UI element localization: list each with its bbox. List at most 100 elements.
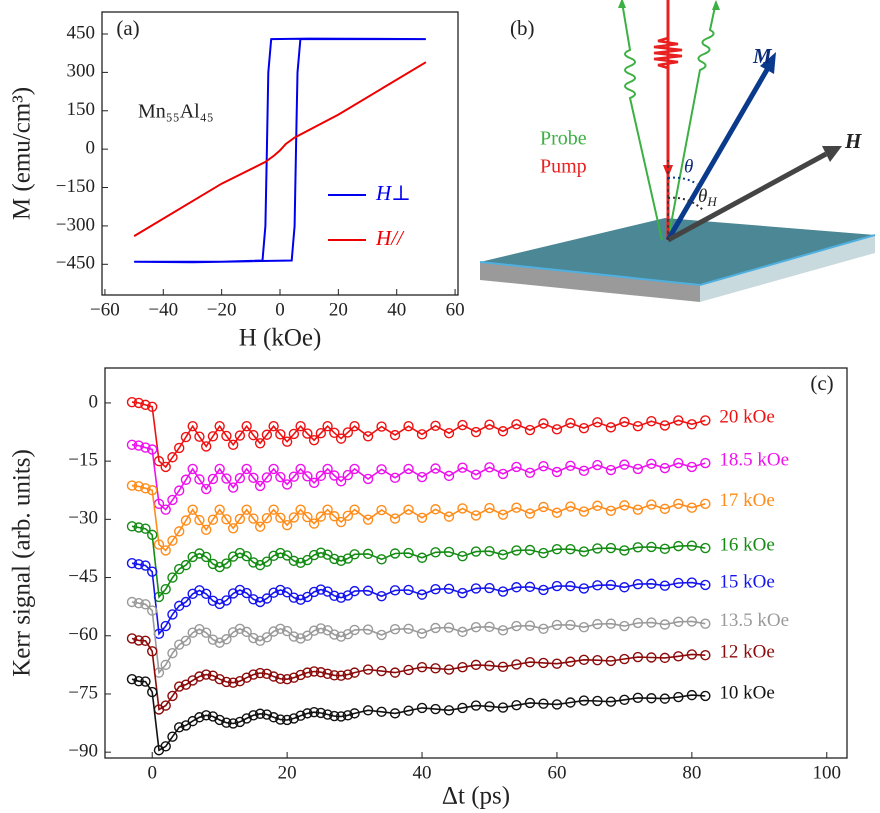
data-point — [632, 463, 644, 475]
data-point — [187, 463, 198, 475]
data-point — [646, 458, 657, 470]
data-point — [592, 618, 603, 630]
legend-label: H⊥ — [375, 181, 411, 205]
series-line — [131, 444, 706, 511]
data-point — [160, 659, 171, 671]
data-point — [140, 635, 151, 647]
data-point — [511, 700, 522, 711]
data-point — [592, 500, 603, 511]
data-point — [140, 399, 151, 411]
data-point — [538, 657, 549, 669]
data-point — [200, 627, 212, 638]
data-point — [443, 705, 455, 716]
data-point — [187, 504, 198, 515]
data-point — [551, 424, 563, 435]
data-point — [430, 547, 441, 558]
data-point — [302, 708, 313, 719]
data-point — [551, 544, 563, 555]
data-point — [592, 580, 603, 591]
data-point — [430, 703, 441, 715]
data-point — [470, 622, 482, 633]
data-point — [295, 557, 306, 569]
data-point — [362, 431, 374, 442]
data-point — [241, 672, 252, 683]
data-point — [659, 462, 671, 474]
data-point — [659, 619, 671, 630]
data-point — [227, 482, 239, 493]
arrow-head — [618, 0, 626, 8]
data-point — [133, 440, 144, 451]
slab-top — [480, 218, 875, 285]
data-point — [308, 586, 320, 598]
data-point — [497, 426, 509, 437]
data-point — [362, 473, 374, 485]
data-point — [389, 472, 401, 484]
data-point — [619, 459, 630, 470]
data-point — [632, 692, 644, 704]
data-point — [605, 542, 617, 554]
data-point — [605, 464, 617, 476]
slab-edge — [479, 234, 876, 287]
data-point — [538, 547, 549, 559]
data-point — [329, 629, 340, 640]
data-point — [295, 421, 306, 432]
data-point — [308, 625, 320, 636]
data-point — [470, 469, 482, 480]
arrow-head — [712, 0, 720, 10]
data-point — [281, 625, 293, 637]
legend-label: H// — [375, 226, 405, 250]
data-point — [700, 618, 711, 629]
y-tick-label: −75 — [68, 682, 98, 703]
data-point — [254, 708, 266, 719]
data-point — [126, 521, 138, 532]
data-point — [376, 421, 387, 432]
data-point — [329, 590, 340, 601]
data-point — [194, 671, 205, 682]
data-point — [254, 438, 266, 449]
data-point — [221, 514, 232, 525]
x-tick-label: 0 — [275, 299, 285, 320]
data-point — [295, 669, 306, 681]
probe-beam — [621, 1, 663, 241]
data-point — [167, 648, 178, 659]
data-point — [227, 439, 239, 451]
data-point — [167, 535, 178, 546]
data-point — [443, 622, 455, 633]
data-point — [389, 667, 401, 678]
data-point — [221, 473, 232, 484]
data-point — [646, 652, 657, 663]
data-point — [261, 632, 273, 643]
data-point — [632, 504, 644, 515]
data-point — [221, 595, 232, 606]
data-point — [254, 521, 266, 532]
data-point — [275, 547, 286, 559]
data-point — [524, 508, 536, 519]
data-point — [281, 587, 293, 598]
data-point — [180, 596, 192, 608]
data-point — [416, 589, 428, 600]
data-point — [322, 504, 333, 515]
data-point — [362, 624, 374, 635]
data-point — [484, 701, 495, 712]
data-point — [524, 581, 536, 593]
data-point — [592, 543, 603, 554]
x-tick-label: 0 — [147, 762, 157, 783]
data-point — [389, 623, 401, 635]
data-point — [497, 509, 509, 520]
y-tick-label: 450 — [67, 22, 96, 43]
data-point — [416, 661, 428, 673]
data-point — [565, 656, 576, 667]
data-point — [315, 667, 327, 678]
data-point — [403, 547, 414, 559]
data-point — [221, 717, 232, 728]
legend-label: 18.5 kOe — [719, 449, 789, 470]
x-tick-label: −40 — [148, 299, 178, 320]
data-point — [275, 584, 286, 596]
data-point — [497, 468, 509, 480]
slab-side — [700, 235, 875, 302]
data-point — [686, 419, 698, 430]
data-point — [538, 584, 549, 596]
data-point — [315, 511, 327, 522]
data-point — [160, 700, 171, 711]
data-point — [443, 546, 455, 558]
